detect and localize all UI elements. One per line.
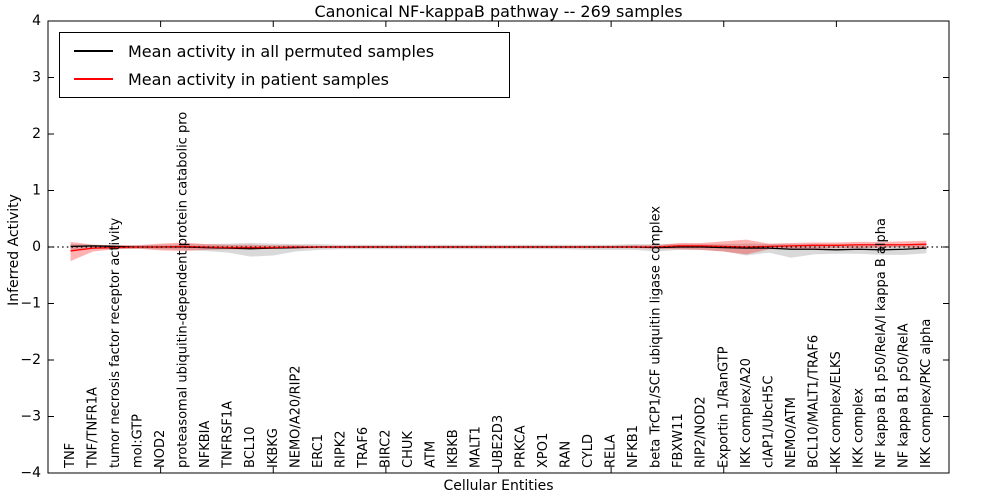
patient-band: [70, 239, 927, 262]
x-category-label: proteasomal ubiquitin-dependent protein …: [176, 112, 191, 468]
x-category-label: IKK complex: [851, 388, 866, 468]
x-category-label: TRAF6: [356, 427, 371, 469]
permuted-line-swatch: [74, 50, 113, 52]
x-category-label: IKBKG: [266, 428, 281, 468]
x-category-label: cIAP1/UbcH5C: [761, 376, 776, 468]
y-axis-title-text: Inferred Activity: [6, 194, 22, 306]
x-category-label: mol:GTP: [131, 414, 146, 468]
y-tick-label: −4: [20, 465, 41, 481]
x-category-label: CHUK: [401, 431, 416, 468]
y-tick-label: −1: [20, 296, 41, 312]
legend-entry-patient: Mean activity in patient samples: [60, 70, 509, 89]
x-category-label: ATM: [423, 441, 438, 468]
x-category-label: ERC1: [311, 434, 326, 468]
x-category-label: NF kappa B1 p50/RelA/I kappa B alpha: [874, 218, 889, 468]
patient-line-swatch: [74, 78, 113, 80]
y-tick-label: −3: [20, 409, 41, 425]
x-category-label: RELA: [604, 434, 619, 468]
x-category-label: NF kappa B1 p50/RelA: [896, 323, 911, 468]
x-category-label: Exportin 1/RanGTP: [716, 346, 731, 468]
x-category-label: XPO1: [536, 433, 551, 468]
x-category-label: TNFRSF1A: [221, 401, 236, 469]
x-category-label: IKK complex/A20: [739, 358, 754, 468]
x-axis-title: Cellular Entities: [443, 478, 554, 494]
y-tick-label: 1: [32, 183, 41, 199]
x-category-label: TNF/TNFR1A: [86, 387, 101, 469]
x-category-label: NFKB1: [626, 425, 641, 468]
legend-label-patient: Mean activity in patient samples: [128, 69, 389, 89]
y-tick-label: 2: [32, 126, 41, 142]
x-category-label: TNF: [63, 443, 78, 469]
x-category-label: IKK complex/PKC alpha: [919, 319, 934, 468]
x-category-label: RAN: [559, 441, 574, 468]
x-category-label: beta TrCP1/SCF ubiquitin ligase complex: [649, 206, 664, 468]
chart-title: Canonical NF-kappaB pathway -- 269 sampl…: [314, 2, 683, 21]
x-category-label: BIRC2: [378, 430, 393, 469]
y-tick-label: 4: [32, 13, 41, 29]
legend-label-permuted: Mean activity in all permuted samples: [128, 41, 435, 61]
x-category-label: NEMO/ATM: [784, 397, 799, 468]
x-category-label: CYLD: [581, 434, 596, 468]
y-tick-label: 0: [32, 239, 41, 255]
x-category-label: RIP2/NOD2: [694, 396, 709, 468]
x-category-label: IKBKB: [446, 429, 461, 468]
x-category-label: RIPK2: [333, 430, 348, 468]
x-category-label: MALT1: [468, 426, 483, 468]
y-tick-label: 3: [32, 70, 41, 86]
x-category-label: FBXW11: [671, 413, 686, 468]
x-category-label: PRKCA: [514, 425, 529, 468]
legend: Mean activity in all permuted samples Me…: [59, 32, 510, 98]
y-tick-label: −2: [20, 352, 41, 368]
x-category-label: UBE2D3: [491, 415, 506, 468]
legend-entry-permuted: Mean activity in all permuted samples: [60, 42, 509, 61]
x-category-label: BCL10/MALT1/TRAF6: [806, 335, 821, 468]
x-category-label: NEMO/A20/RIP2: [288, 365, 303, 468]
x-category-label: NOD2: [153, 430, 168, 468]
x-category-label: IKK complex/ELKS: [829, 351, 844, 468]
x-category-label: BCL10: [243, 426, 258, 468]
x-category-label: tumor necrosis factor receptor activity: [108, 217, 123, 468]
x-category-label: NFKBIA: [198, 421, 213, 468]
